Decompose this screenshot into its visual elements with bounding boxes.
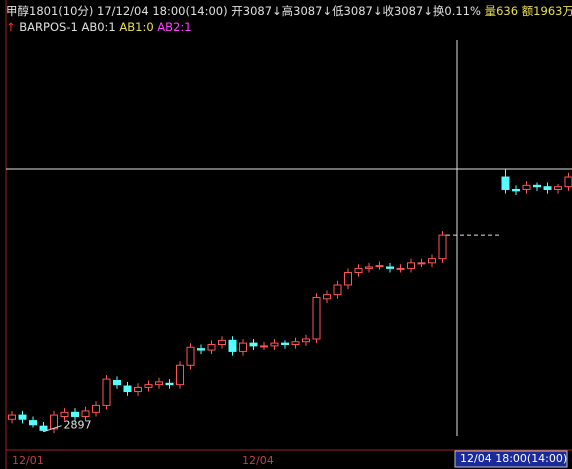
indicator-name: BARPOS-1 bbox=[19, 20, 78, 34]
candle-body bbox=[354, 267, 363, 274]
candle-body bbox=[144, 384, 153, 388]
candle-body bbox=[249, 342, 258, 347]
candle-body bbox=[165, 382, 174, 386]
indicator-arrow: ↑ bbox=[6, 20, 16, 34]
ab1: AB1:0 bbox=[119, 20, 154, 34]
candle-body bbox=[564, 176, 572, 188]
candle-body bbox=[323, 294, 331, 300]
candle-body bbox=[218, 339, 226, 345]
candle-body bbox=[512, 188, 520, 192]
x-label: 12/04 bbox=[242, 454, 274, 467]
candle-body bbox=[522, 184, 531, 190]
candle-body bbox=[134, 386, 142, 393]
close: 收3087↓ bbox=[382, 4, 433, 18]
candle-body bbox=[81, 410, 90, 417]
candle-body bbox=[281, 342, 289, 345]
candle-body bbox=[396, 267, 405, 270]
candle-body bbox=[197, 348, 205, 351]
cursor-label: 12/04 18:00(14:00) bbox=[460, 452, 567, 465]
candle-body bbox=[291, 341, 300, 345]
ab2: AB2:1 bbox=[157, 20, 192, 34]
candle-body bbox=[92, 404, 100, 413]
candle-body bbox=[375, 265, 384, 268]
volume: 量636 bbox=[484, 4, 519, 18]
candle-body bbox=[71, 411, 79, 417]
low-label: 2897 bbox=[64, 419, 92, 432]
header: 甲醇1801(10分) 17/12/04 18:00(14:00) 开3087↓… bbox=[6, 3, 572, 19]
candle-body bbox=[176, 364, 184, 386]
candle-body bbox=[29, 420, 37, 426]
cursor-box bbox=[454, 450, 568, 468]
candle-body bbox=[501, 176, 510, 190]
amount: 额1963万 bbox=[521, 4, 572, 18]
candle-body bbox=[186, 346, 195, 366]
title: 甲醇1801(10分) bbox=[6, 4, 94, 18]
candle-body bbox=[155, 381, 163, 386]
indicator: ↑ BARPOS-1 AB0:1 AB1:0 AB2:1 bbox=[6, 20, 192, 34]
time: 17/12/04 18:00(14:00) bbox=[97, 4, 228, 18]
candle-body bbox=[50, 414, 58, 430]
high: 高3087↓ bbox=[281, 4, 333, 18]
candle-body bbox=[344, 272, 352, 286]
candle-body bbox=[239, 342, 247, 352]
candle-body bbox=[386, 266, 394, 269]
candle-body bbox=[543, 186, 552, 190]
candle-body bbox=[123, 385, 132, 393]
candle-body bbox=[533, 184, 541, 188]
candle-body bbox=[554, 186, 562, 190]
candle-body bbox=[8, 414, 16, 420]
candle-body bbox=[260, 345, 268, 348]
candle-body bbox=[60, 411, 69, 417]
candle-body bbox=[270, 342, 279, 347]
low-leader bbox=[43, 425, 62, 433]
x-label: 12/01 bbox=[12, 454, 44, 467]
candle-body bbox=[407, 262, 415, 269]
candle-body bbox=[302, 338, 310, 343]
candle-body bbox=[428, 258, 436, 264]
candle-body bbox=[365, 266, 373, 269]
candle-body bbox=[312, 296, 321, 340]
candle-body bbox=[228, 339, 237, 352]
candle-body bbox=[39, 425, 48, 431]
candle-body bbox=[113, 379, 121, 386]
turnover: 换0.11% bbox=[432, 4, 481, 18]
ab0: AB0:1 bbox=[81, 20, 116, 34]
candle-body bbox=[438, 234, 447, 260]
candle-body bbox=[102, 378, 111, 406]
candle-body bbox=[417, 262, 426, 265]
open: 开3087↓ bbox=[231, 4, 282, 18]
candle-body bbox=[18, 414, 27, 420]
low: 低3087↓ bbox=[332, 4, 383, 18]
candle-body bbox=[207, 343, 216, 351]
candle-body bbox=[333, 284, 342, 296]
